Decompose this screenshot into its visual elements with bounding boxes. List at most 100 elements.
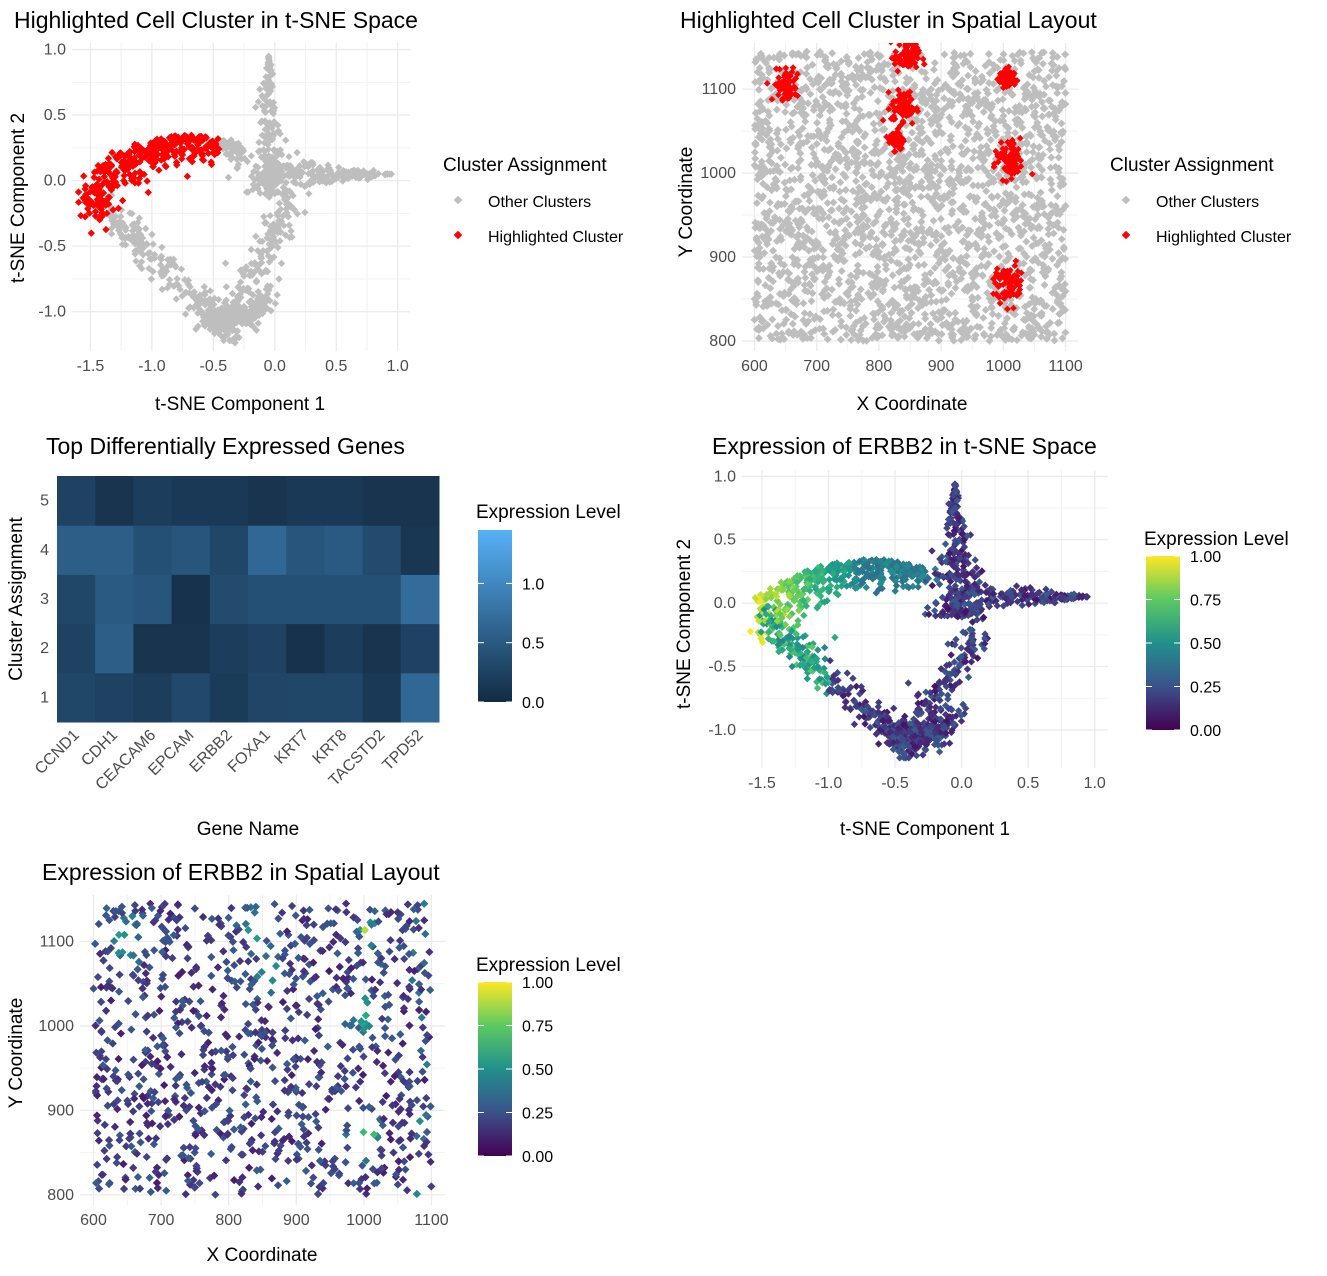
point-other <box>853 194 861 203</box>
point-other <box>158 243 166 251</box>
point-other <box>808 289 817 298</box>
point-other <box>247 245 255 254</box>
point-other <box>805 196 814 205</box>
legend: Cluster Assignment Other Clusters Highli… <box>443 155 624 246</box>
point-other <box>177 265 186 273</box>
heatmap-cell <box>133 525 173 575</box>
point-other <box>763 167 772 176</box>
point-expression <box>964 673 973 681</box>
point-other <box>750 148 759 157</box>
point-other <box>948 332 957 341</box>
point-other <box>198 308 207 316</box>
point-other <box>772 202 781 211</box>
point-other <box>301 208 309 217</box>
y-tick-label: 1.0 <box>44 42 66 59</box>
point-other <box>1047 153 1056 162</box>
point-other <box>273 291 281 299</box>
point-other <box>842 204 851 213</box>
point-highlighted <box>104 154 113 163</box>
point-other <box>854 54 863 62</box>
point-other <box>910 238 919 247</box>
point-other <box>1048 254 1057 263</box>
heatmap-cell <box>209 623 249 674</box>
point-other <box>887 214 895 223</box>
point-other <box>837 267 846 276</box>
point-other <box>1012 183 1021 192</box>
point-highlighted <box>173 161 181 169</box>
point-other <box>211 313 220 321</box>
point-other <box>1022 148 1031 157</box>
x-tick-label: -1.5 <box>77 358 105 375</box>
point-other <box>1040 281 1049 289</box>
point-other <box>890 223 899 232</box>
point-other <box>308 170 316 179</box>
point-other <box>1050 329 1059 338</box>
point-highlighted <box>91 207 100 216</box>
point-highlighted <box>143 177 151 185</box>
point-other <box>800 309 809 318</box>
point-other <box>852 306 861 315</box>
point-other <box>260 295 269 303</box>
point-other <box>149 240 157 248</box>
heatmap-cell <box>324 476 364 526</box>
point-other <box>225 142 233 150</box>
point-other <box>798 218 807 226</box>
point-other <box>982 148 991 157</box>
point-other <box>873 262 882 271</box>
point-other <box>821 179 829 188</box>
y-tick-label: 800 <box>709 333 736 350</box>
point-other <box>978 181 987 190</box>
point-other <box>911 232 920 241</box>
heatmap-cell <box>362 672 402 723</box>
point-other <box>841 226 850 235</box>
point-other <box>911 182 920 191</box>
heatmap-cell <box>248 623 287 674</box>
heatmap-cell <box>95 574 134 625</box>
points-layer <box>746 480 1091 762</box>
point-highlighted <box>107 182 116 190</box>
point-other <box>795 131 804 140</box>
point-other <box>754 85 763 94</box>
point-other <box>1042 322 1051 331</box>
x-tick-label: 0.5 <box>325 358 347 375</box>
point-expression <box>813 684 822 692</box>
point-other <box>809 275 818 284</box>
point-other <box>776 225 785 233</box>
point-other <box>926 183 935 192</box>
point-other <box>957 142 966 151</box>
point-other <box>861 152 870 161</box>
point-other <box>260 107 269 115</box>
point-highlighted <box>170 141 179 149</box>
point-highlighted <box>85 209 94 217</box>
point-other <box>803 233 812 242</box>
point-highlighted <box>190 152 198 160</box>
point-other <box>242 263 250 271</box>
point-other <box>262 73 270 81</box>
point-other <box>1020 249 1029 258</box>
point-other <box>826 206 835 215</box>
point-other <box>117 212 125 221</box>
x-tick-label: KRT7 <box>271 727 312 768</box>
point-other <box>920 275 929 284</box>
point-other <box>277 228 285 236</box>
heatmap-cell <box>133 574 173 625</box>
point-other <box>936 215 945 223</box>
point-other <box>796 172 805 181</box>
point-other <box>819 165 828 174</box>
point-other <box>147 255 156 263</box>
point-other <box>1038 59 1047 68</box>
point-other <box>148 230 156 239</box>
point-other <box>980 200 989 209</box>
x-tick-label: 700 <box>803 358 830 375</box>
point-other <box>173 275 181 283</box>
point-highlighted <box>96 216 104 224</box>
point-other <box>870 171 879 180</box>
point-other <box>813 118 822 127</box>
point-other <box>263 125 271 134</box>
heatmap-cell <box>133 672 173 723</box>
point-other <box>1037 327 1046 336</box>
point-other <box>228 326 237 335</box>
point-other <box>300 158 308 166</box>
point-other <box>821 53 830 62</box>
